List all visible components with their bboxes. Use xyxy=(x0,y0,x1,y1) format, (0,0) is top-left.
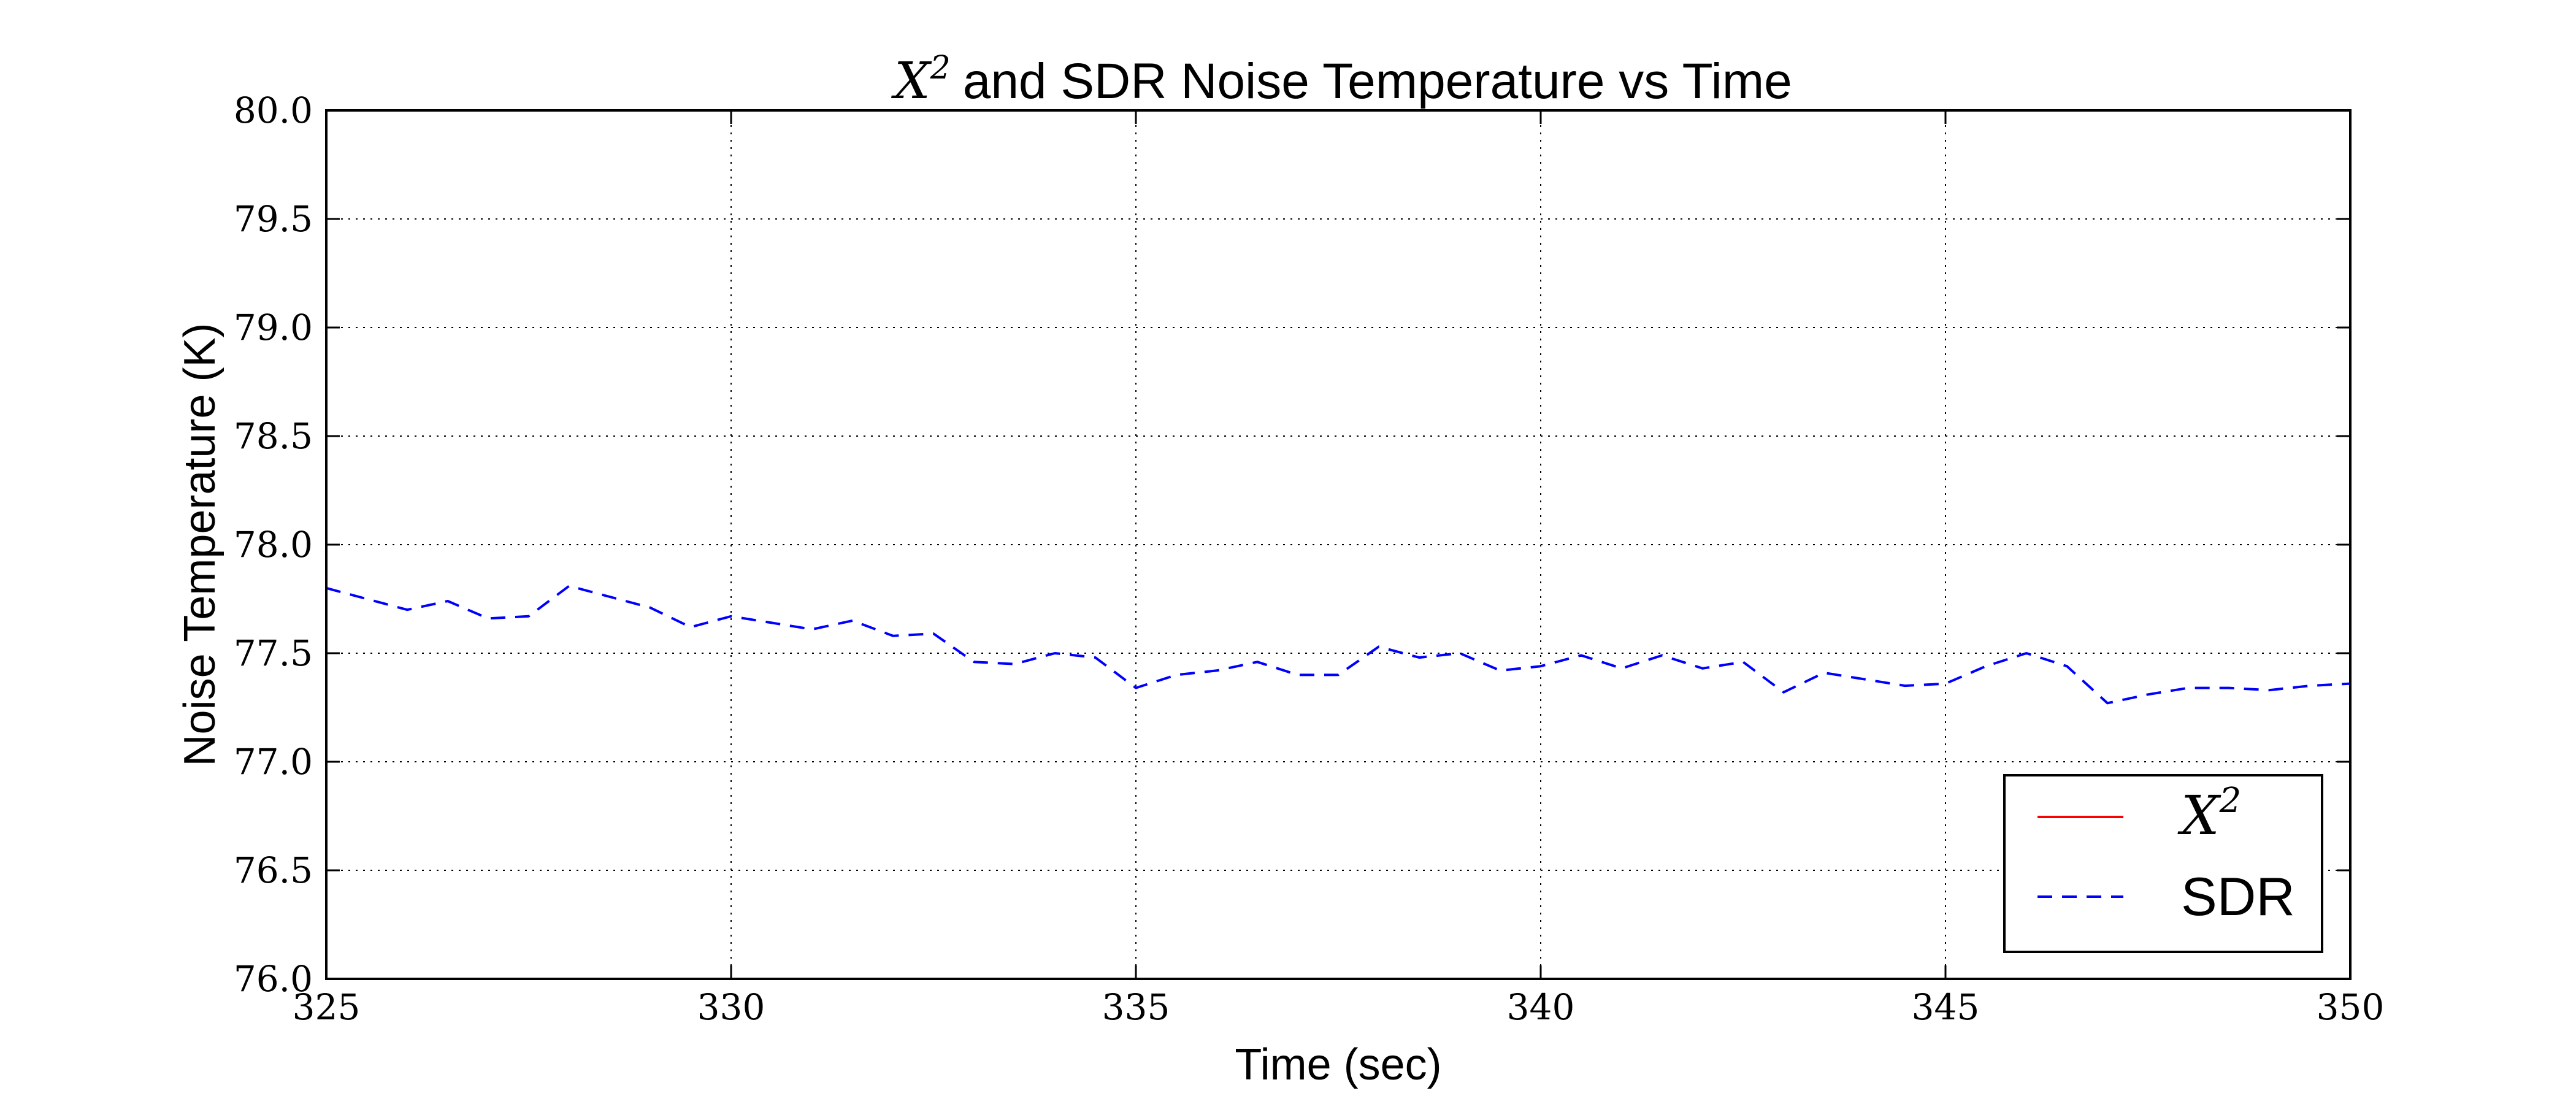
y-tick-label: 78.5 xyxy=(234,415,313,457)
legend: X2 SDR xyxy=(2003,774,2323,953)
y-axis-label: Noise Temperature (K) xyxy=(175,323,224,767)
legend-label-x2: X2 xyxy=(2177,781,2241,847)
chart-title: X2 and SDR Noise Temperature vs Time xyxy=(891,50,1792,110)
y-tick-label: 77.5 xyxy=(234,632,313,674)
y-tick-label: 79.0 xyxy=(234,307,313,348)
legend-box xyxy=(2003,774,2323,953)
y-axis-ticks: 76.0 76.5 77.0 77.5 78.0 78.5 79.0 79.5 80.0 xyxy=(234,90,2350,1000)
y-tick-label: 80.0 xyxy=(234,90,313,131)
legend-x2-base: X xyxy=(2177,784,2221,847)
y-tick-label: 78.0 xyxy=(234,524,313,565)
x-axis-ticks: 325 330 335 340 345 350 xyxy=(293,110,2385,1028)
legend-x2-sup: 2 xyxy=(2219,781,2242,821)
x-axis-label: Time (sec) xyxy=(1235,1040,1441,1089)
x-tick-label: 330 xyxy=(697,986,765,1028)
y-tick-label: 76.5 xyxy=(234,849,313,891)
x-tick-label: 340 xyxy=(1507,986,1575,1028)
plot-frame xyxy=(325,109,2352,980)
legend-label-sdr: SDR xyxy=(2181,866,2295,927)
x-tick-label: 345 xyxy=(1912,986,1980,1028)
y-tick-label: 76.0 xyxy=(234,958,313,1000)
title-math-sup: 2 xyxy=(930,50,951,86)
title-math-base: X xyxy=(891,52,932,110)
x-tick-label: 335 xyxy=(1102,986,1170,1028)
series-line-sdr xyxy=(326,585,2351,705)
x-tick-label: 350 xyxy=(2317,986,2385,1028)
title-text: and SDR Noise Temperature vs Time xyxy=(963,53,1792,109)
y-tick-label: 77.0 xyxy=(234,741,313,783)
x-tick-label: 325 xyxy=(293,986,361,1028)
y-tick-label: 79.5 xyxy=(234,198,313,240)
series-layer xyxy=(326,585,2351,705)
